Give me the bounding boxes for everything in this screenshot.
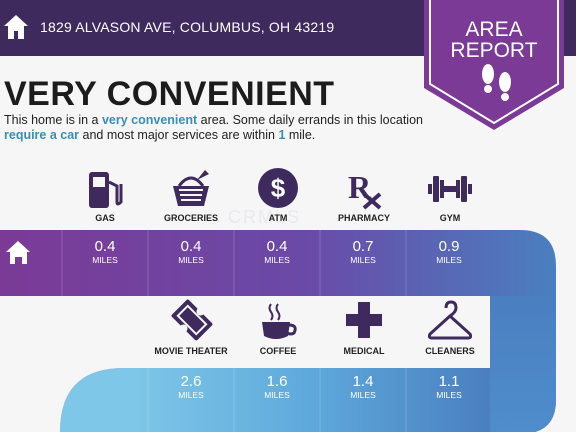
desc-highlight: very convenient (101, 113, 198, 127)
distance-value: 1.6 (266, 373, 288, 390)
distance-cell: 1.4 MILES (320, 373, 406, 401)
amenity-label: GROCERIES (163, 213, 218, 223)
rx-icon: R (348, 169, 382, 210)
distance-value: 0.4 (266, 238, 288, 255)
summary-description: This home is in a very convenient area. … (4, 113, 424, 143)
distance-unit: MILES (264, 255, 290, 265)
distance-cell: 0.4 MILES (234, 238, 320, 266)
desc-highlight: require a car (4, 128, 80, 142)
medical-cross-icon (346, 302, 382, 338)
desc-text: area. Some daily errands in this locatio… (197, 113, 423, 127)
property-address: 1829 ALVASON AVE, COLUMBUS, OH 43219 (40, 19, 335, 35)
amenity-label: MEDICAL (343, 346, 385, 356)
home-marker-icon (6, 241, 30, 264)
distance-value: 0.4 (94, 238, 116, 255)
dollar-icon: $ (258, 168, 298, 208)
distance-value: 1.4 (352, 373, 374, 390)
area-report-badge (424, 0, 564, 130)
distance-unit: MILES (436, 390, 462, 400)
distance-value: 1.1 (438, 373, 460, 390)
amenity-label: ATM (268, 213, 288, 223)
grocery-basket-icon (173, 170, 209, 206)
amenity-label: COFFEE (259, 346, 297, 356)
desc-text: and most major services are within (79, 128, 279, 142)
amenity-label: GAS (95, 213, 115, 223)
dumbbell-icon (428, 176, 472, 202)
desc-highlight: 1 (278, 128, 286, 142)
footprints-icon (482, 64, 511, 101)
ticket-icon (171, 299, 213, 341)
distance-cell: 1.1 MILES (406, 373, 492, 401)
watermark: CRMLS (228, 207, 302, 227)
distance-cell: 0.7 MILES (320, 238, 406, 266)
distance-value: 0.4 (180, 238, 202, 255)
distance-value: 0.9 (438, 238, 460, 255)
coffee-cup-icon (262, 303, 297, 339)
desc-text: This home is in a (4, 113, 102, 127)
badge-line-2: REPORT (450, 39, 538, 62)
hanger-icon (428, 300, 472, 340)
distance-value: 2.6 (180, 373, 202, 390)
distance-unit: MILES (92, 255, 118, 265)
distance-unit: MILES (178, 255, 204, 265)
distance-cell: 0.4 MILES (62, 238, 148, 266)
distance-unit: MILES (264, 390, 290, 400)
distance-unit: MILES (436, 255, 462, 265)
amenity-label: MOVIE THEATER (154, 346, 228, 356)
page-title: VERY CONVENIENT (4, 75, 335, 113)
distance-cell: 0.9 MILES (406, 238, 492, 266)
distance-unit: MILES (350, 390, 376, 400)
distance-cell: 1.6 MILES (234, 373, 320, 401)
desc-text: mile. (285, 128, 316, 142)
badge-line-1: AREA (465, 18, 523, 41)
amenity-label: CLEANERS (425, 346, 475, 356)
distance-unit: MILES (178, 390, 204, 400)
distance-cell: 0.4 MILES (148, 238, 234, 266)
home-icon (4, 15, 28, 39)
svg-text:$: $ (271, 173, 286, 203)
distance-value: 0.7 (352, 238, 374, 255)
amenity-label: PHARMACY (337, 213, 390, 223)
gas-pump-icon (89, 172, 123, 208)
amenity-label: GYM (439, 213, 461, 223)
distance-unit: MILES (350, 255, 376, 265)
distance-cell: 2.6 MILES (148, 373, 234, 401)
